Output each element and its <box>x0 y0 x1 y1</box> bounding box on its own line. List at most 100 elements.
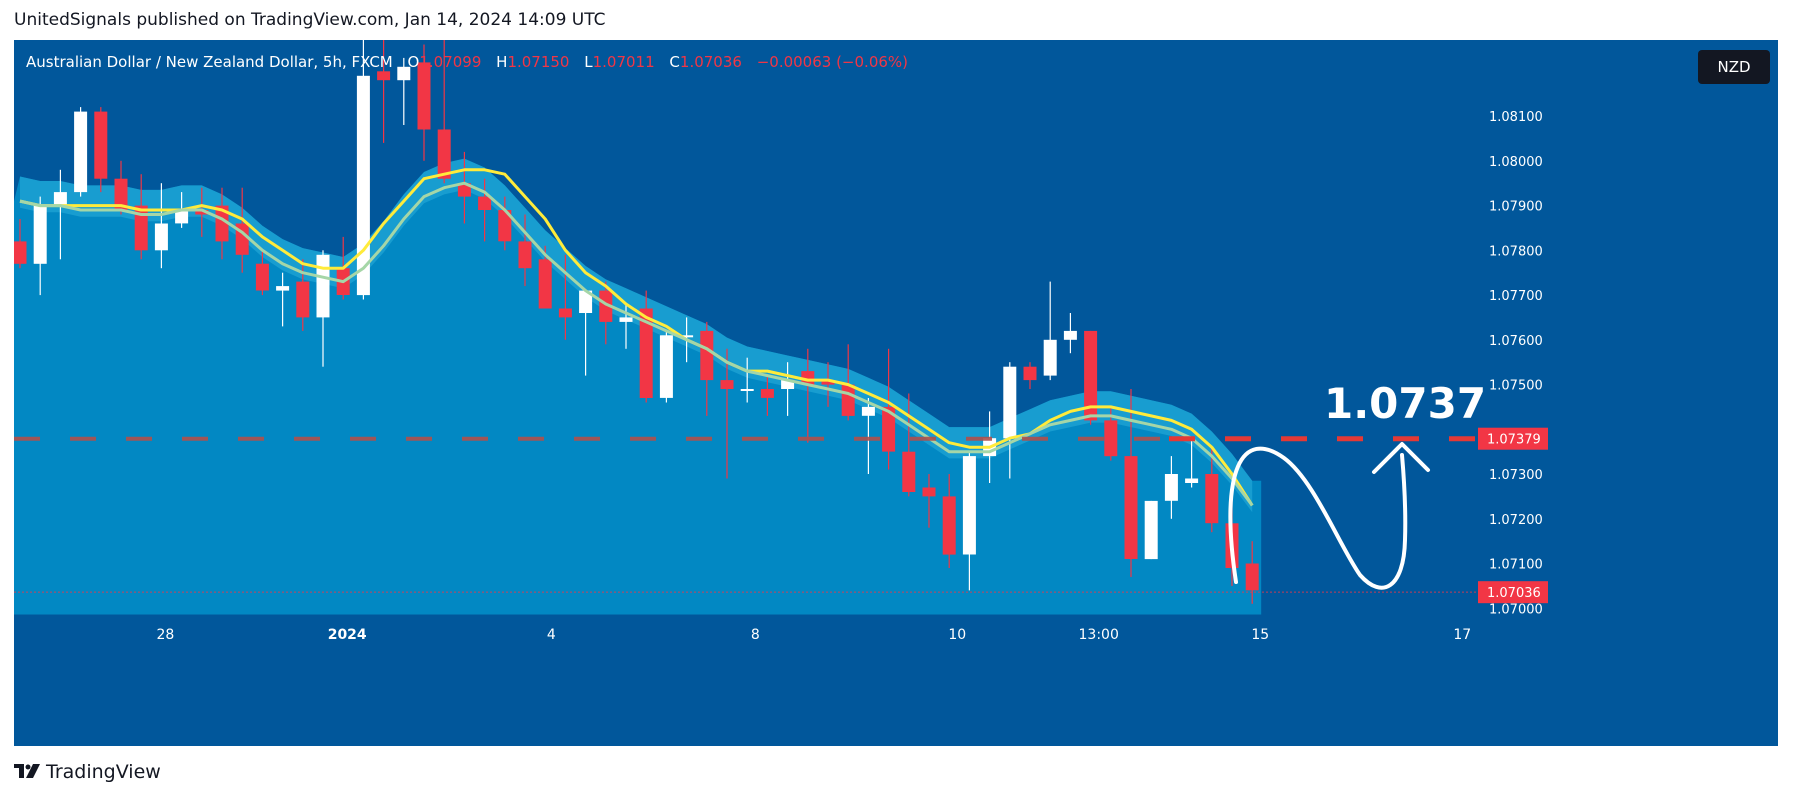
candle-bear <box>478 196 492 210</box>
currency-badge[interactable]: NZD <box>1698 50 1770 84</box>
high-label: H <box>496 53 508 71</box>
ma-yellow-line <box>19 168 1254 507</box>
price-tick-label: 1.07500 <box>1489 379 1543 394</box>
candle-bear <box>902 451 916 492</box>
price-chart[interactable]: 1.0737 1.07000 1.07100 1.07200 1.07300 1.0750… <box>14 40 1778 746</box>
candle-bear <box>639 308 653 398</box>
time-tick-label: 2024 <box>328 627 367 643</box>
low-value: 1.07011 <box>592 53 655 71</box>
time-tick-label: 4 <box>547 627 556 643</box>
ma-green-line <box>19 181 1254 507</box>
candle-bull <box>861 406 875 416</box>
tradingview-brand[interactable]: TradingView <box>14 760 161 784</box>
candle-bear <box>1104 420 1118 457</box>
price-tick-label: 1.07000 <box>1489 602 1543 617</box>
brand-name: TradingView <box>46 761 161 783</box>
candle-bear <box>922 487 936 497</box>
candle-bull <box>356 75 370 296</box>
candle-bull <box>316 254 330 318</box>
candle-bear <box>841 384 855 416</box>
candle-bull <box>740 389 754 391</box>
candle-bear <box>1084 330 1098 421</box>
candle-bear <box>882 406 896 452</box>
high-value: 1.07150 <box>507 53 570 71</box>
candle-bull <box>1063 330 1077 340</box>
candle-bull <box>659 335 673 398</box>
level-price-badge <box>1478 427 1548 450</box>
price-tick-label: 1.07700 <box>1489 289 1543 304</box>
candle-bear <box>1124 456 1138 559</box>
close-label: C <box>669 53 680 71</box>
candle-bull <box>53 192 67 206</box>
candle-bear <box>700 330 714 381</box>
candle-bear <box>942 496 956 555</box>
candle-bull <box>175 210 189 224</box>
candle-bear <box>457 183 471 197</box>
candle-bull <box>74 111 88 193</box>
change-value: −0.00063 (−0.06%) <box>756 53 909 71</box>
open-label: O <box>407 53 420 71</box>
price-tick-label: 1.07300 <box>1489 468 1543 483</box>
price-tick-label: 1.08000 <box>1489 155 1543 170</box>
candle-bear <box>538 259 552 309</box>
candle-bear <box>94 111 108 179</box>
price-tick-label: 1.08100 <box>1489 110 1543 125</box>
indicator-band <box>20 158 1253 513</box>
time-tick-label: 15 <box>1251 627 1269 643</box>
candle-bull <box>680 335 694 338</box>
candle-bull <box>276 286 290 291</box>
price-tick-label: 1.07600 <box>1489 334 1543 349</box>
price-tick-label: 1.07100 <box>1489 558 1543 573</box>
candle-bull <box>1043 339 1057 376</box>
candle-bull <box>962 456 976 555</box>
candle-bull <box>781 380 795 389</box>
level-price-label: 1.07379 <box>1487 433 1541 448</box>
price-tick-label: 1.07200 <box>1489 513 1543 528</box>
time-tick-label: 28 <box>156 627 174 643</box>
target-annotation: 1.0737 <box>1324 379 1486 428</box>
price-axis-background <box>1477 40 1778 746</box>
candle-bull <box>579 290 593 313</box>
candle-bear <box>1205 474 1219 524</box>
time-tick-label: 13:00 <box>1079 627 1119 643</box>
candle-bull <box>619 317 633 322</box>
candle-bear <box>518 241 532 269</box>
low-label: L <box>584 53 593 71</box>
last-price-badge <box>1478 581 1548 604</box>
candle-bear <box>437 129 451 179</box>
close-value: 1.07036 <box>679 53 742 71</box>
time-tick-label: 10 <box>948 627 966 643</box>
candle-bull <box>1144 500 1158 560</box>
projection-arrow-head <box>1372 442 1430 474</box>
legend-header: Australian Dollar / New Zealand Dollar, … <box>26 53 908 71</box>
projection-arrow-path <box>1228 446 1408 590</box>
candle-bear <box>14 241 27 264</box>
candle-bear <box>720 380 734 389</box>
candle-bull <box>1185 478 1199 483</box>
candle-bull <box>154 223 168 251</box>
open-value: 1.07099 <box>419 53 482 71</box>
tradingview-logo-icon <box>14 764 40 778</box>
candle-bear <box>1245 563 1259 591</box>
candle-bear <box>195 210 209 215</box>
candle-bear <box>760 389 774 398</box>
candle-bull <box>1164 474 1178 501</box>
candle-bull <box>1003 366 1017 439</box>
time-tick-label: 8 <box>751 627 760 643</box>
candle-bear <box>599 290 613 322</box>
candle-bear <box>417 62 431 130</box>
candle-bear <box>134 205 148 251</box>
time-tick-label: 17 <box>1453 627 1471 643</box>
symbol-title: Australian Dollar / New Zealand Dollar, … <box>26 53 393 71</box>
candle-bear <box>296 281 310 318</box>
candle-bear <box>498 210 512 242</box>
price-tick-label: 1.07800 <box>1489 244 1543 259</box>
area-fill <box>14 158 1262 615</box>
candle-bear <box>1023 366 1037 381</box>
candle-bear <box>255 263 269 291</box>
candle-bull <box>33 205 47 264</box>
candle-bear <box>215 205 229 242</box>
chart-panel[interactable]: 1.0737 1.07000 1.07100 1.07200 1.07300 1.0750… <box>14 40 1778 746</box>
last-price-label: 1.07036 <box>1487 586 1541 601</box>
price-tick-label: 1.07900 <box>1489 200 1543 215</box>
